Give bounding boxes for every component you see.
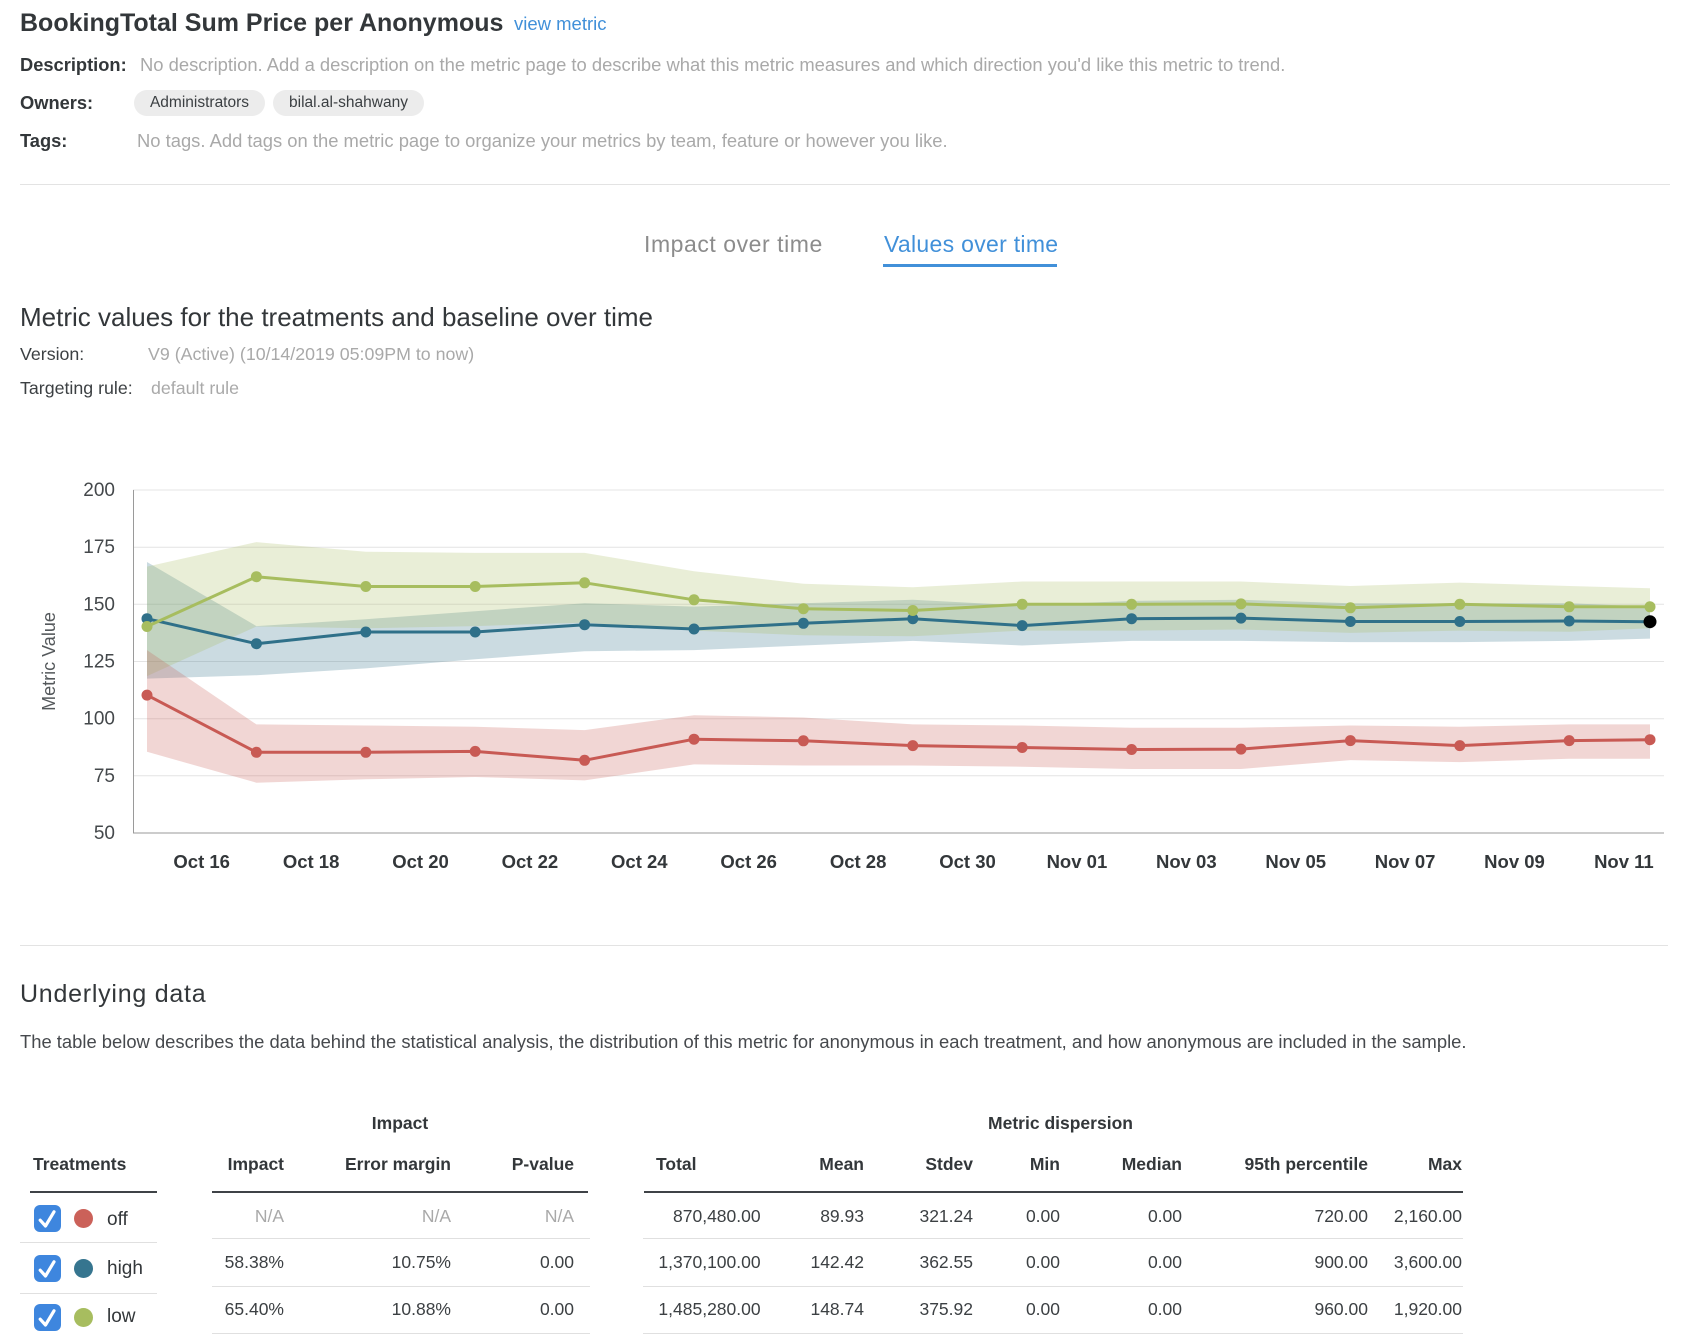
svg-text:Oct 16: Oct 16 xyxy=(173,851,230,872)
svg-text:100: 100 xyxy=(83,709,115,730)
svg-text:Nov 11: Nov 11 xyxy=(1594,851,1654,872)
svg-text:125: 125 xyxy=(83,652,115,673)
svg-text:Oct 26: Oct 26 xyxy=(720,851,777,872)
svg-text:Nov 01: Nov 01 xyxy=(1047,851,1108,872)
svg-text:175: 175 xyxy=(83,537,115,558)
svg-text:Oct 20: Oct 20 xyxy=(392,851,449,872)
svg-text:Oct 30: Oct 30 xyxy=(939,851,996,872)
svg-text:Oct 28: Oct 28 xyxy=(830,851,887,872)
svg-text:Nov 03: Nov 03 xyxy=(1156,851,1217,872)
svg-text:Oct 18: Oct 18 xyxy=(283,851,340,872)
svg-text:Nov 07: Nov 07 xyxy=(1375,851,1436,872)
svg-text:50: 50 xyxy=(94,823,115,844)
svg-text:Metric Value: Metric Value xyxy=(39,612,59,711)
svg-text:Nov 09: Nov 09 xyxy=(1484,851,1545,872)
svg-text:150: 150 xyxy=(83,594,115,615)
svg-text:Oct 24: Oct 24 xyxy=(611,851,668,872)
svg-text:Nov 05: Nov 05 xyxy=(1265,851,1326,872)
svg-text:75: 75 xyxy=(94,766,115,787)
svg-text:Oct 22: Oct 22 xyxy=(502,851,559,872)
svg-text:200: 200 xyxy=(83,480,115,501)
